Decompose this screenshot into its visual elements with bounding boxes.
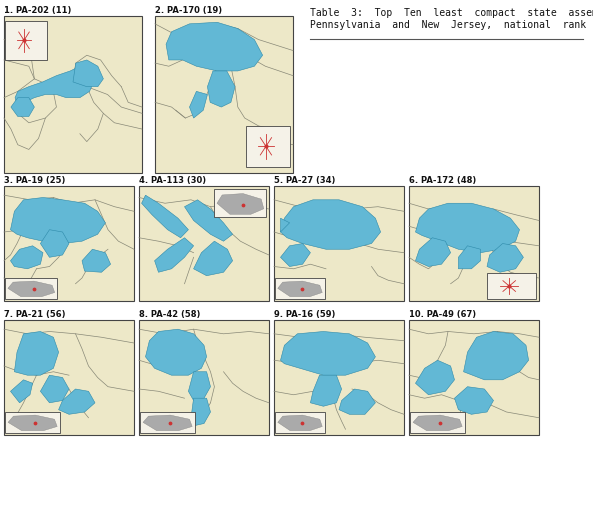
- Bar: [4, 186, 134, 301]
- Point: [165, 420, 175, 428]
- Point: [31, 420, 40, 428]
- Text: 2. PA-170 (19): 2. PA-170 (19): [155, 6, 222, 14]
- Point: [436, 420, 445, 428]
- Polygon shape: [8, 415, 57, 431]
- Bar: [246, 126, 290, 167]
- Polygon shape: [11, 246, 43, 269]
- Bar: [275, 278, 325, 299]
- Polygon shape: [191, 398, 211, 426]
- Bar: [139, 320, 269, 435]
- Polygon shape: [189, 371, 211, 401]
- Polygon shape: [454, 387, 493, 414]
- Point: [505, 282, 514, 290]
- Text: 4. PA-113 (30): 4. PA-113 (30): [139, 175, 206, 184]
- Polygon shape: [8, 281, 55, 296]
- Polygon shape: [155, 238, 193, 272]
- Bar: [141, 412, 195, 433]
- Polygon shape: [166, 22, 263, 71]
- Point: [238, 200, 248, 208]
- Bar: [274, 186, 404, 301]
- Text: 7. PA-21 (56): 7. PA-21 (56): [4, 310, 65, 318]
- Polygon shape: [339, 389, 375, 414]
- Polygon shape: [82, 249, 111, 272]
- Polygon shape: [413, 415, 462, 431]
- Polygon shape: [190, 91, 208, 118]
- Polygon shape: [40, 230, 69, 258]
- Text: 10. PA-49 (67): 10. PA-49 (67): [409, 310, 476, 318]
- Polygon shape: [11, 98, 34, 117]
- Polygon shape: [310, 375, 342, 406]
- Polygon shape: [280, 200, 381, 249]
- Polygon shape: [416, 360, 454, 395]
- Polygon shape: [278, 281, 322, 296]
- Bar: [5, 412, 60, 433]
- Text: Table  3:  Top  Ten  least  compact  state  assembly  districts  in: Table 3: Top Ten least compact state ass…: [310, 8, 593, 18]
- Polygon shape: [11, 197, 106, 244]
- Polygon shape: [280, 218, 289, 232]
- Point: [261, 142, 270, 150]
- Text: 6. PA-172 (48): 6. PA-172 (48): [409, 175, 476, 184]
- Bar: [275, 412, 325, 433]
- Polygon shape: [217, 194, 264, 214]
- Text: Pennsylvania  and  New  Jersey,  national  rank  in  parentheses: Pennsylvania and New Jersey, national ra…: [310, 20, 593, 30]
- Bar: [155, 16, 293, 173]
- Point: [298, 420, 307, 428]
- Polygon shape: [14, 332, 59, 375]
- Bar: [274, 320, 404, 435]
- Polygon shape: [416, 238, 451, 267]
- Bar: [5, 278, 58, 299]
- Polygon shape: [280, 244, 310, 267]
- Polygon shape: [59, 389, 95, 414]
- Point: [298, 285, 307, 293]
- Bar: [410, 412, 465, 433]
- Polygon shape: [15, 66, 94, 107]
- Polygon shape: [145, 329, 206, 375]
- Polygon shape: [184, 200, 232, 241]
- Polygon shape: [464, 332, 528, 380]
- Bar: [215, 190, 266, 217]
- Polygon shape: [278, 415, 322, 431]
- Polygon shape: [40, 375, 69, 403]
- Polygon shape: [208, 71, 235, 107]
- Polygon shape: [142, 195, 189, 238]
- Text: 3. PA-19 (25): 3. PA-19 (25): [4, 175, 65, 184]
- Bar: [409, 186, 539, 301]
- Text: 5. PA-27 (34): 5. PA-27 (34): [274, 175, 336, 184]
- Polygon shape: [487, 244, 524, 272]
- Bar: [139, 186, 269, 301]
- Point: [29, 285, 39, 293]
- Point: [19, 36, 28, 44]
- Bar: [4, 16, 142, 173]
- Polygon shape: [416, 203, 519, 253]
- Polygon shape: [143, 415, 192, 431]
- Polygon shape: [193, 241, 232, 276]
- Bar: [4, 320, 134, 435]
- Bar: [409, 320, 539, 435]
- Bar: [5, 21, 47, 60]
- Text: 9. PA-16 (59): 9. PA-16 (59): [274, 310, 336, 318]
- Polygon shape: [73, 60, 103, 87]
- Text: 1. PA-202 (11): 1. PA-202 (11): [4, 6, 71, 14]
- Text: 8. PA-42 (58): 8. PA-42 (58): [139, 310, 200, 318]
- Polygon shape: [458, 246, 480, 269]
- Polygon shape: [11, 380, 33, 403]
- Bar: [487, 273, 537, 299]
- Polygon shape: [280, 332, 375, 375]
